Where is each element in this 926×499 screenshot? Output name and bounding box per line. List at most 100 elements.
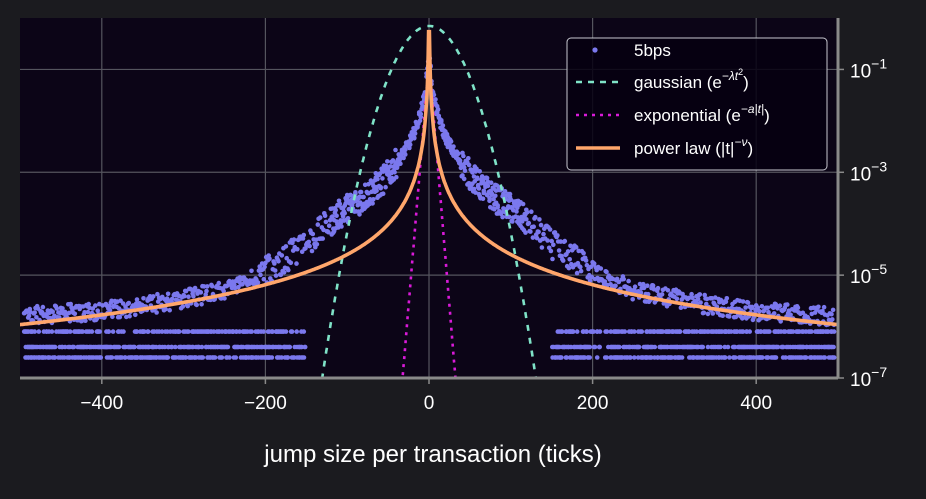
data-point (621, 276, 626, 282)
data-point (199, 344, 205, 350)
data-point (141, 296, 146, 301)
data-point (539, 245, 545, 250)
data-point (622, 329, 628, 334)
data-point (370, 201, 375, 206)
data-point (641, 285, 647, 291)
data-point (725, 344, 731, 350)
data-point (745, 300, 751, 305)
data-point (727, 355, 732, 360)
data-point (222, 296, 227, 301)
data-point (288, 260, 294, 266)
data-point (677, 329, 683, 334)
data-point (417, 118, 423, 123)
data-point (302, 344, 308, 350)
data-point (390, 158, 396, 163)
data-point (710, 311, 716, 316)
data-point (309, 248, 315, 254)
legend-marker-5bps (592, 47, 598, 53)
data-point (249, 268, 254, 274)
data-point (556, 248, 562, 253)
data-point (740, 299, 746, 304)
data-point (477, 169, 483, 174)
data-point (192, 285, 198, 291)
data-point (182, 293, 187, 299)
data-point (705, 344, 711, 350)
data-point (32, 310, 37, 315)
data-point (502, 193, 507, 198)
data-point (393, 147, 398, 153)
data-point (639, 329, 645, 334)
data-point (686, 295, 692, 301)
data-point (291, 237, 297, 242)
data-point (573, 244, 579, 250)
fit-curves (20, 24, 838, 378)
data-point (617, 344, 622, 350)
data-point (374, 188, 379, 193)
data-point (261, 329, 266, 334)
data-point (529, 209, 534, 214)
data-point (310, 231, 316, 237)
legend-label-power-law: power law (|t|−ν) (634, 135, 753, 158)
data-point (514, 209, 519, 214)
data-point (116, 344, 122, 350)
data-point (533, 214, 538, 220)
data-point (219, 355, 225, 360)
data-point (589, 274, 595, 280)
data-point (294, 261, 299, 266)
data-point (560, 258, 566, 263)
data-point (289, 329, 295, 334)
data-point (52, 344, 58, 350)
data-point (60, 306, 65, 311)
data-point (550, 256, 555, 262)
data-point (726, 314, 732, 319)
data-point (689, 291, 694, 297)
data-point (183, 288, 189, 294)
data-point (95, 308, 100, 314)
data-point (650, 283, 656, 288)
data-point (613, 283, 618, 289)
data-point (679, 355, 685, 360)
data-point (155, 291, 160, 297)
data-point (126, 300, 132, 306)
data-point (440, 123, 446, 128)
data-point (388, 164, 393, 169)
data-point (371, 197, 376, 202)
data-point (578, 264, 583, 270)
data-point (326, 229, 331, 235)
data-point (547, 227, 553, 232)
data-point (283, 329, 289, 334)
data-point (652, 344, 658, 350)
data-point (591, 261, 597, 266)
x-tick-label: 0 (424, 393, 435, 414)
data-point (466, 162, 472, 168)
data-point (669, 355, 674, 360)
data-point (121, 329, 126, 334)
data-point (159, 329, 165, 334)
y-tick-label: 10−3 (850, 158, 887, 185)
data-point (831, 329, 837, 334)
data-point (757, 309, 762, 314)
data-point (456, 151, 461, 156)
data-point (783, 355, 788, 360)
data-point (185, 303, 190, 309)
data-point (574, 270, 580, 276)
data-point (337, 201, 343, 207)
data-point (628, 355, 633, 360)
data-point (759, 304, 765, 309)
data-point (674, 296, 680, 302)
data-point (581, 250, 586, 256)
data-point (142, 329, 147, 334)
data-point (85, 309, 91, 315)
data-point (767, 329, 772, 334)
data-point (358, 189, 364, 195)
data-point (700, 344, 706, 350)
data-point (645, 291, 651, 297)
data-point (339, 224, 344, 229)
data-point (582, 355, 587, 360)
data-point (597, 344, 602, 350)
data-point (173, 344, 178, 350)
data-point (205, 284, 210, 289)
data-point (562, 238, 568, 244)
data-point (433, 97, 438, 102)
data-point (720, 313, 725, 319)
